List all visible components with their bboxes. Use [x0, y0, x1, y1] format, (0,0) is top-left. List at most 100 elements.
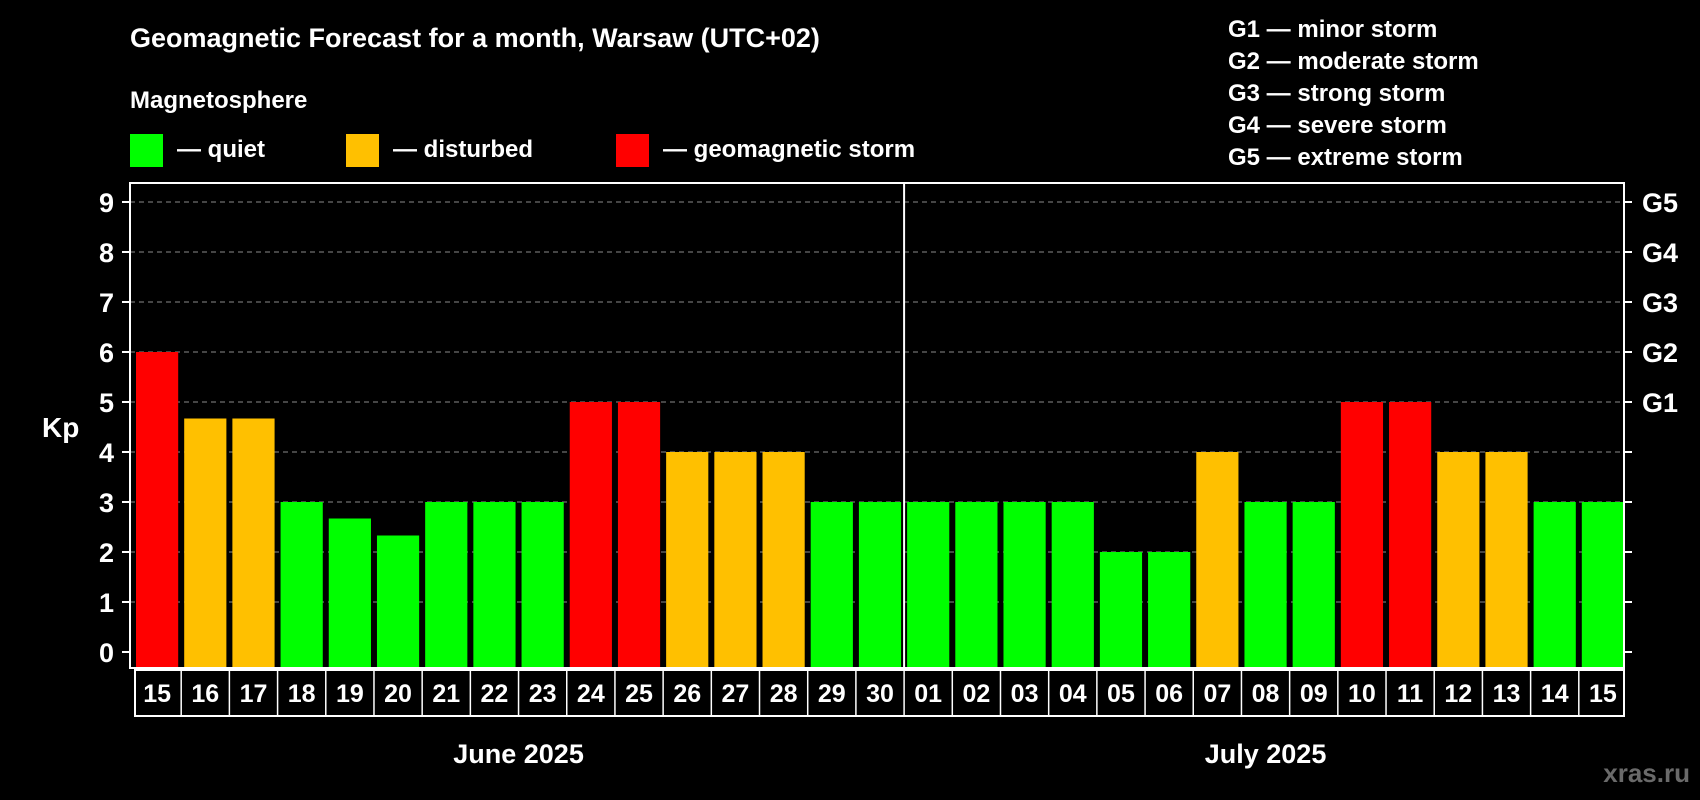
day-label-25: 10: [1348, 680, 1376, 708]
day-label-17: 02: [962, 680, 990, 708]
bar-19: [1051, 502, 1094, 667]
bar-13: [762, 452, 805, 667]
legend: — quiet — disturbed — geomagnetic storm: [130, 134, 915, 167]
bar-27: [1437, 452, 1480, 667]
day-label-23: 08: [1252, 680, 1280, 708]
watermark: xras.ru: [1603, 758, 1690, 788]
day-label-20: 05: [1107, 680, 1135, 708]
day-label-2: 17: [240, 680, 268, 708]
day-label-18: 03: [1011, 680, 1039, 708]
bar-2: [232, 418, 275, 667]
y-tick-label-8: 8: [99, 238, 114, 268]
day-label-29: 14: [1541, 680, 1569, 708]
day-label-24: 09: [1300, 680, 1328, 708]
y-tick-label-9: 9: [99, 188, 114, 218]
day-label-8: 23: [529, 680, 557, 708]
y-tick-label-7: 7: [99, 288, 114, 318]
bar-1: [184, 418, 227, 667]
bar-22: [1196, 452, 1239, 667]
legend-swatch-quiet: [130, 134, 163, 167]
y-tick-label-2: 2: [99, 538, 114, 568]
bar-9: [569, 402, 612, 667]
month-label-1: July 2025: [1205, 739, 1327, 769]
bar-29: [1533, 502, 1576, 667]
legend-label-disturbed: — disturbed: [393, 136, 533, 163]
bar-14: [810, 502, 853, 667]
day-label-14: 29: [818, 680, 846, 708]
bar-17: [955, 502, 998, 667]
storm-level-5: G5 — extreme storm: [1228, 144, 1463, 171]
bar-18: [1003, 502, 1046, 667]
day-label-6: 21: [432, 680, 460, 708]
bar-5: [376, 535, 420, 667]
legend-label-storm: — geomagnetic storm: [663, 136, 915, 163]
day-label-13: 28: [770, 680, 798, 708]
day-label-15: 30: [866, 680, 894, 708]
bar-0: [136, 352, 179, 667]
g-scale-label-g3: G3: [1642, 288, 1678, 318]
storm-level-legend: G1 — minor storm G2 — moderate storm G3 — …: [1228, 16, 1479, 171]
day-label-0: 15: [143, 680, 171, 708]
g-scale-label-g5: G5: [1642, 188, 1678, 218]
legend-label-quiet: — quiet: [177, 136, 265, 163]
bar-15: [858, 502, 902, 667]
day-label-12: 27: [722, 680, 750, 708]
bar-4: [328, 518, 371, 667]
g-scale-label-g1: G1: [1642, 388, 1678, 418]
day-label-22: 07: [1203, 680, 1231, 708]
day-label-frame: [134, 669, 1625, 717]
bar-12: [714, 452, 757, 667]
bar-8: [521, 502, 564, 667]
bar-21: [1148, 552, 1191, 667]
bar-11: [666, 452, 709, 667]
day-label-26: 11: [1397, 680, 1424, 708]
y-tick-label-6: 6: [99, 338, 114, 368]
y-tick-label-5: 5: [99, 388, 114, 418]
y-axis-label: Kp: [42, 412, 79, 443]
chart-title: Geomagnetic Forecast for a month, Warsaw…: [130, 23, 820, 53]
day-label-4: 19: [336, 680, 364, 708]
legend-swatch-storm: [616, 134, 649, 167]
bar-3: [280, 502, 323, 667]
day-label-11: 26: [673, 680, 701, 708]
bar-26: [1389, 402, 1432, 667]
y-tick-label-4: 4: [99, 438, 114, 468]
bar-20: [1099, 552, 1143, 667]
day-label-1: 16: [191, 680, 219, 708]
day-label-5: 20: [384, 680, 412, 708]
storm-level-3: G3 — strong storm: [1228, 80, 1445, 107]
bar-24: [1292, 502, 1335, 667]
bar-25: [1340, 402, 1384, 667]
day-label-3: 18: [288, 680, 316, 708]
bar-6: [425, 502, 468, 667]
y-tick-label-1: 1: [99, 588, 114, 618]
day-label-21: 06: [1155, 680, 1183, 708]
storm-level-2: G2 — moderate storm: [1228, 48, 1479, 75]
legend-swatch-disturbed: [346, 134, 379, 167]
day-label-28: 13: [1493, 680, 1521, 708]
g-scale-label-g2: G2: [1642, 338, 1678, 368]
day-label-10: 25: [625, 680, 653, 708]
bar-16: [907, 502, 950, 667]
day-label-19: 04: [1059, 680, 1087, 708]
day-label-30: 15: [1589, 680, 1617, 708]
plot-frame: [129, 182, 1625, 669]
day-label-27: 12: [1444, 680, 1472, 708]
bars: [136, 352, 1624, 667]
y-tick-label-3: 3: [99, 488, 114, 518]
storm-level-4: G4 — severe storm: [1228, 112, 1447, 139]
day-label-16: 01: [914, 680, 942, 708]
bar-23: [1244, 502, 1287, 667]
y-tick-label-0: 0: [99, 638, 114, 668]
legend-title: Magnetosphere: [130, 87, 307, 114]
storm-level-1: G1 — minor storm: [1228, 16, 1437, 43]
g-scale-label-g4: G4: [1642, 238, 1678, 268]
month-label-0: June 2025: [453, 739, 584, 769]
bar-7: [473, 502, 516, 667]
bar-10: [617, 402, 661, 667]
bar-28: [1485, 452, 1528, 667]
day-label-9: 24: [577, 680, 605, 708]
bar-30: [1581, 502, 1624, 667]
